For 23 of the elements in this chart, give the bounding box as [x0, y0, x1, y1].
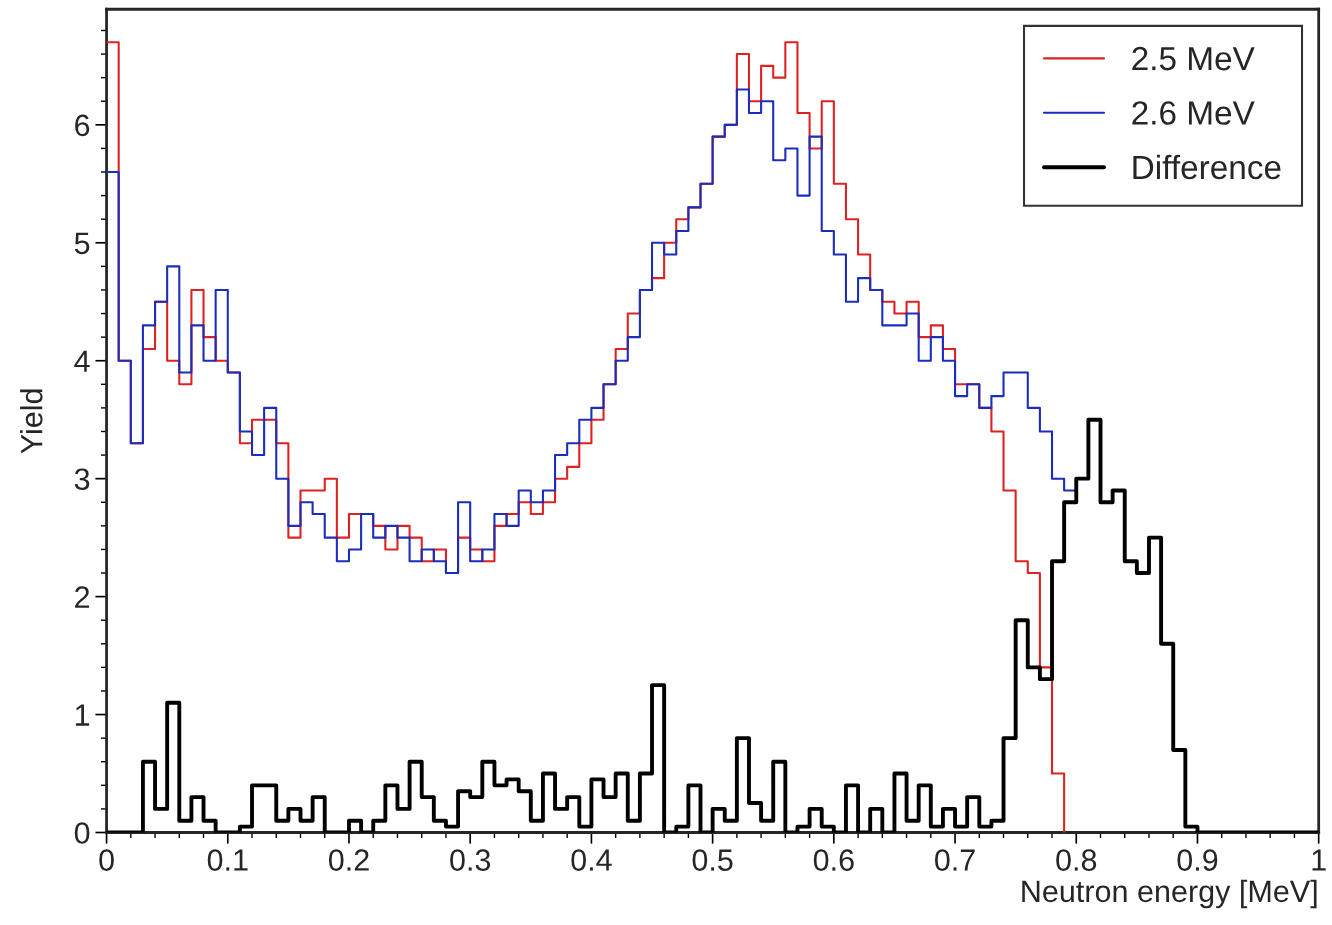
- x-tick-label: 0.8: [1056, 849, 1097, 871]
- x-tick-label: 0.9: [1177, 849, 1218, 871]
- legend-label: 2.6 MeV: [1132, 101, 1255, 125]
- x-tick-label: 1: [1312, 849, 1326, 871]
- x-tick-label: 0.1: [207, 849, 248, 871]
- x-tick-label: 0.7: [935, 849, 975, 871]
- x-tick-label: 0.6: [813, 849, 854, 871]
- x-tick-label: 0: [99, 849, 114, 871]
- x-tick-label: 0.4: [571, 849, 612, 871]
- y-axis-title: Yield: [20, 389, 43, 454]
- x-tick-label: 0.2: [328, 849, 369, 871]
- x-tick-label: 0.5: [692, 849, 733, 871]
- y-tick-label: 6: [75, 114, 90, 137]
- x-axis-title: Neutron energy [MeV]: [1022, 879, 1317, 909]
- y-tick-label: 0: [74, 822, 90, 844]
- y-tick-label: 1: [75, 704, 90, 726]
- legend-label: Difference: [1133, 154, 1281, 180]
- y-tick-label: 3: [74, 468, 90, 491]
- y-tick-label: 4: [74, 350, 90, 372]
- y-tick-label: 2: [75, 586, 90, 608]
- y-tick-label: 5: [74, 232, 90, 255]
- legend-label: 2.5 MeV: [1132, 46, 1255, 71]
- x-tick-label: 0.3: [450, 849, 491, 871]
